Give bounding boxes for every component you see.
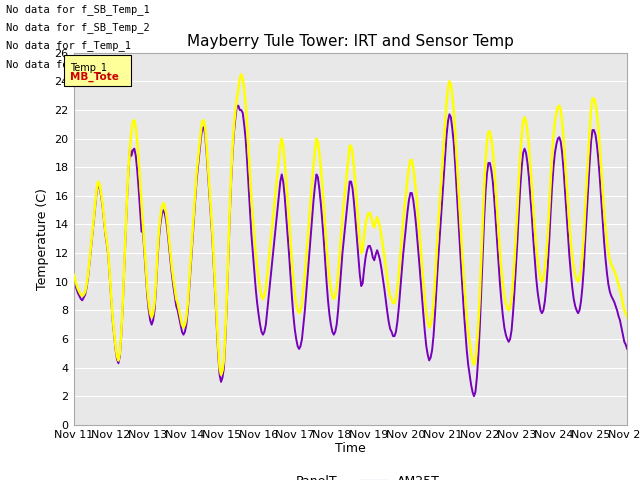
Legend: PanelT, AM25T: PanelT, AM25T bbox=[255, 470, 445, 480]
Text: No data for f_Temp_2: No data for f_Temp_2 bbox=[6, 59, 131, 70]
X-axis label: Time: Time bbox=[335, 443, 366, 456]
Title: Mayberry Tule Tower: IRT and Sensor Temp: Mayberry Tule Tower: IRT and Sensor Temp bbox=[187, 34, 514, 49]
Text: No data for f_Temp_1: No data for f_Temp_1 bbox=[6, 40, 131, 51]
Text: No data for f_SB_Temp_1: No data for f_SB_Temp_1 bbox=[6, 4, 150, 15]
Text: No data for f_SB_Temp_2: No data for f_SB_Temp_2 bbox=[6, 22, 150, 33]
Y-axis label: Temperature (C): Temperature (C) bbox=[36, 188, 49, 290]
Text: MB_Tote: MB_Tote bbox=[70, 72, 119, 83]
Text: Temp_1: Temp_1 bbox=[70, 61, 108, 72]
